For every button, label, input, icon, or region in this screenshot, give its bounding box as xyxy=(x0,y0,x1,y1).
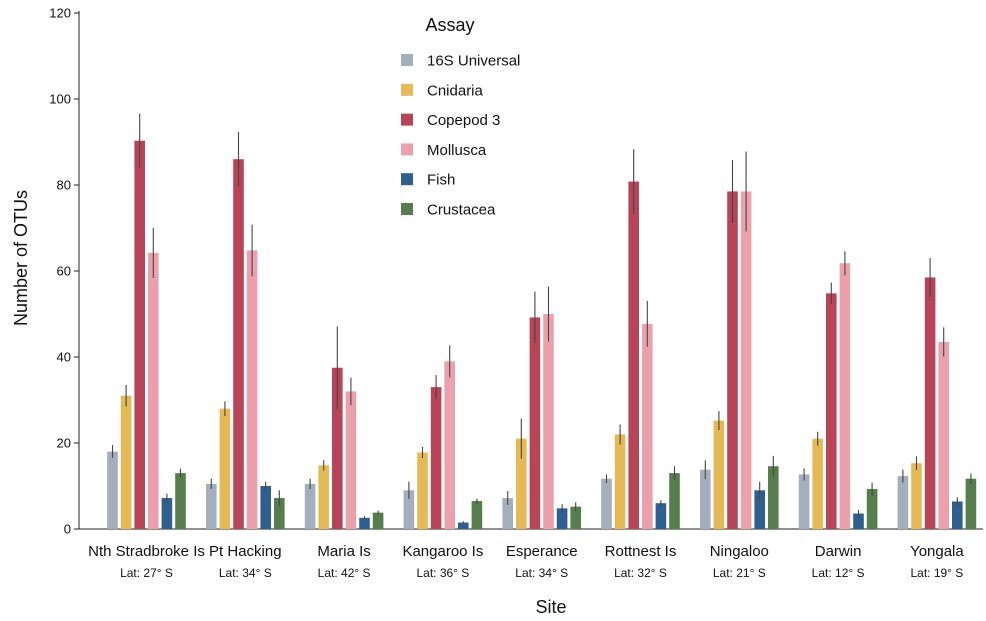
legend-title: Assay xyxy=(425,15,474,35)
bar xyxy=(543,314,554,529)
bar xyxy=(700,469,711,529)
x-tick-sublabel: Lat: 21° S xyxy=(713,566,766,580)
bar xyxy=(853,513,864,529)
x-tick-sublabel: Lat: 42° S xyxy=(318,566,371,580)
bar xyxy=(556,508,568,529)
bar xyxy=(219,408,231,529)
x-tick-sublabel: Lat: 32° S xyxy=(614,566,667,580)
y-tick-label: 0 xyxy=(64,522,71,537)
bar xyxy=(655,503,667,529)
x-tick-sublabel: Lat: 36° S xyxy=(416,566,469,580)
legend-swatch xyxy=(401,83,413,96)
bar xyxy=(516,438,527,529)
bar xyxy=(417,452,428,529)
bar xyxy=(713,420,725,529)
bar xyxy=(304,483,316,529)
bar xyxy=(260,486,271,529)
bar xyxy=(345,391,357,529)
legend-swatch xyxy=(401,113,413,126)
bar xyxy=(502,498,513,529)
bar xyxy=(866,489,878,529)
bar xyxy=(430,387,442,529)
bar xyxy=(359,517,370,529)
y-tick-label: 40 xyxy=(57,350,71,365)
x-tick-sublabel: Lat: 27° S xyxy=(120,566,173,580)
bar xyxy=(274,498,285,529)
bar xyxy=(444,361,455,529)
bar xyxy=(897,476,909,529)
bar xyxy=(529,317,541,529)
x-tick-sublabel: Lat: 34° S xyxy=(219,566,272,580)
bar xyxy=(161,498,173,529)
bar xyxy=(768,466,779,529)
legend-swatch xyxy=(401,143,413,156)
bar xyxy=(826,293,837,529)
bar xyxy=(471,501,483,529)
bar xyxy=(952,501,963,529)
legend-label: Fish xyxy=(427,172,455,189)
x-tick-sublabel: Lat: 12° S xyxy=(812,566,865,580)
bar xyxy=(148,252,159,529)
bar xyxy=(318,465,329,529)
bar xyxy=(233,159,244,529)
bar xyxy=(332,367,343,529)
bar xyxy=(965,478,977,529)
legend-swatch xyxy=(401,203,413,215)
bar xyxy=(938,341,949,529)
bar xyxy=(372,512,384,529)
bar xyxy=(120,395,132,529)
bar xyxy=(812,438,823,529)
x-tick-label: Nth Stradbroke Is xyxy=(88,543,205,560)
legend-label: Mollusca xyxy=(427,142,487,159)
x-tick-label: Kangaroo Is xyxy=(402,543,483,560)
bar xyxy=(458,522,469,529)
x-tick-label: Yongala xyxy=(910,543,964,560)
y-tick-label: 120 xyxy=(49,6,71,21)
x-tick-label: Pt Hacking xyxy=(209,543,282,560)
bar xyxy=(924,277,936,529)
bar xyxy=(175,473,186,529)
bar xyxy=(798,474,810,529)
plot-area: 0 20 40 60 80 100 120 Nth Stradbroke Is Lat: 27°… xyxy=(49,6,983,580)
bar xyxy=(740,191,752,529)
bar xyxy=(669,473,680,529)
bar xyxy=(134,140,145,529)
bar xyxy=(614,434,626,529)
bar xyxy=(911,463,922,529)
legend: 16S Universal Cnidaria Copepod 3 Mollusca Fi… xyxy=(401,53,520,219)
y-axis-title: Number of OTUs xyxy=(11,190,31,326)
bar xyxy=(246,250,258,530)
x-axis-title: Site xyxy=(535,597,566,617)
legend-label: Copepod 3 xyxy=(427,112,500,129)
legend-swatch xyxy=(401,173,413,186)
x-tick-sublabel: Lat: 34° S xyxy=(515,566,568,580)
bar xyxy=(570,506,581,529)
y-tick-label: 100 xyxy=(49,92,71,107)
x-tick-label: Ningaloo xyxy=(710,543,769,560)
x-tick-sublabel: Lat: 19° S xyxy=(910,566,963,580)
bar xyxy=(754,490,765,529)
legend-swatch xyxy=(401,54,413,66)
legend-label: Crustacea xyxy=(427,202,496,219)
legend-label: 16S Universal xyxy=(427,53,520,70)
x-tick-label: Maria Is xyxy=(317,543,370,560)
bar xyxy=(107,451,118,529)
bar xyxy=(206,483,217,529)
x-tick-label: Rottnest Is xyxy=(605,543,677,560)
bar xyxy=(601,478,612,529)
x-tick-label: Darwin xyxy=(815,543,862,560)
bar xyxy=(403,490,415,529)
legend-label: Cnidaria xyxy=(427,82,484,99)
x-tick-label: Esperance xyxy=(506,543,578,560)
y-tick-label: 60 xyxy=(57,264,71,279)
bar xyxy=(628,181,639,529)
bar xyxy=(727,191,738,529)
bar xyxy=(839,263,851,529)
y-tick-label: 80 xyxy=(57,178,71,193)
y-tick-label: 20 xyxy=(57,436,71,451)
bar xyxy=(642,323,653,529)
